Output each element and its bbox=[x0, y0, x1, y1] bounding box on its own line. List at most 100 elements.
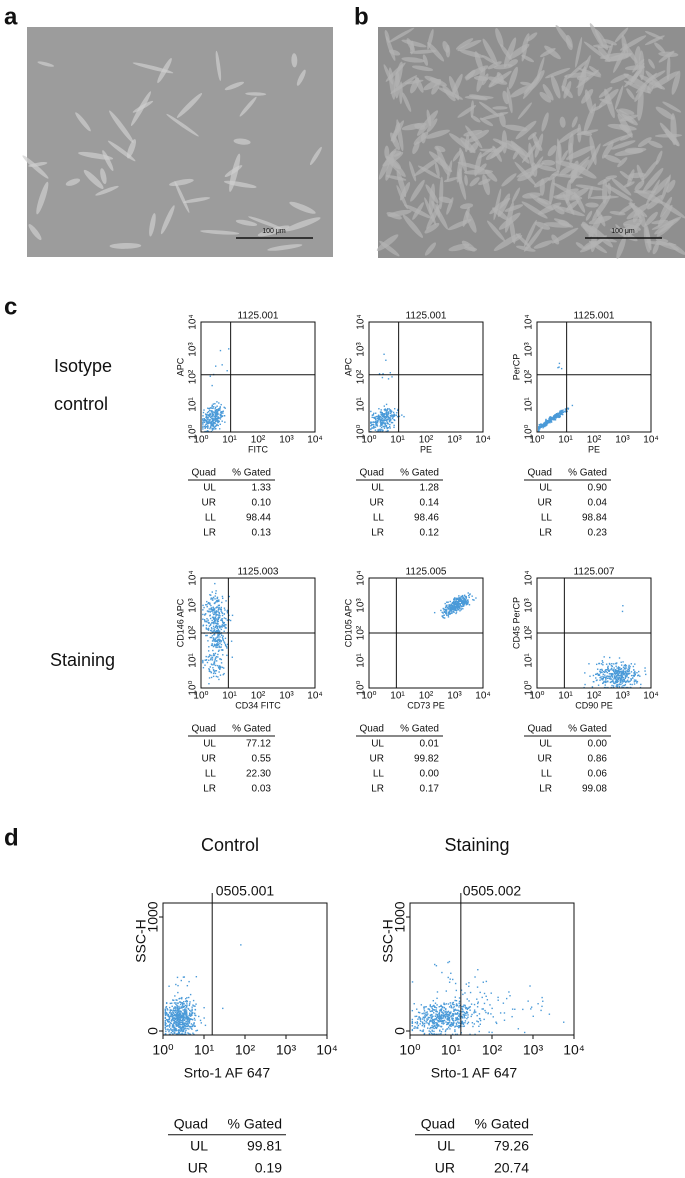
x-tick-label: 10⁴ bbox=[475, 435, 490, 446]
event-dot bbox=[449, 612, 450, 613]
event-dot bbox=[445, 1008, 446, 1009]
event-dot bbox=[417, 1018, 418, 1019]
event-dot bbox=[226, 655, 227, 656]
event-dot bbox=[491, 1008, 492, 1009]
event-dot bbox=[636, 682, 637, 683]
x-tick-label: 10⁴ bbox=[316, 1042, 338, 1058]
event-dot bbox=[474, 1009, 475, 1010]
event-dot bbox=[174, 995, 175, 996]
event-dot bbox=[464, 595, 465, 596]
event-dot bbox=[193, 1022, 194, 1023]
y-tick-label: 10¹ bbox=[356, 397, 367, 412]
event-dot bbox=[439, 1014, 440, 1015]
x-tick-label: 10³ bbox=[615, 691, 630, 702]
event-dot bbox=[220, 404, 221, 405]
event-dot bbox=[622, 682, 623, 683]
event-dot bbox=[217, 606, 218, 607]
event-dot bbox=[224, 613, 225, 614]
event-dot bbox=[449, 1019, 450, 1020]
event-dot bbox=[386, 419, 387, 420]
event-dot bbox=[169, 1026, 170, 1027]
event-dot bbox=[218, 408, 219, 409]
event-dot bbox=[482, 997, 483, 998]
event-dot bbox=[425, 1012, 426, 1013]
event-dot bbox=[640, 684, 641, 685]
table-cell: UL bbox=[437, 1138, 455, 1154]
event-dot bbox=[500, 1012, 501, 1013]
event-dot bbox=[203, 607, 204, 608]
event-dot bbox=[430, 1031, 431, 1032]
event-dot bbox=[190, 994, 191, 995]
table-header: % Gated bbox=[400, 724, 439, 735]
event-dot bbox=[185, 1021, 186, 1022]
event-dot bbox=[644, 670, 645, 671]
event-dot bbox=[462, 1009, 463, 1010]
x-axis-label: FITC bbox=[248, 444, 268, 454]
event-dot bbox=[616, 686, 617, 687]
event-dot bbox=[437, 1026, 438, 1027]
event-dot bbox=[174, 1022, 175, 1023]
event-dot bbox=[483, 982, 484, 983]
event-dot bbox=[422, 1018, 423, 1019]
event-dot bbox=[210, 376, 211, 377]
event-dot bbox=[453, 603, 454, 604]
y-tick-label: 10⁴ bbox=[356, 314, 367, 329]
event-dot bbox=[487, 999, 488, 1000]
event-dot bbox=[382, 414, 383, 415]
event-dot bbox=[171, 1006, 172, 1007]
y-tick-label: 10⁴ bbox=[188, 570, 199, 585]
event-dot bbox=[225, 638, 226, 639]
event-dot bbox=[620, 662, 621, 663]
event-dot bbox=[452, 1015, 453, 1016]
event-dot bbox=[422, 1025, 423, 1026]
event-dot bbox=[436, 1028, 437, 1029]
event-dot bbox=[622, 611, 623, 612]
event-dot bbox=[213, 676, 214, 677]
x-tick-label: 10⁴ bbox=[307, 435, 322, 446]
event-dot bbox=[423, 1016, 424, 1017]
event-dot bbox=[216, 614, 217, 615]
event-dot bbox=[213, 607, 214, 608]
table-cell: 98.84 bbox=[582, 513, 607, 524]
event-dot bbox=[533, 1016, 534, 1017]
event-dot bbox=[214, 422, 215, 423]
event-dot bbox=[210, 595, 211, 596]
event-dot bbox=[169, 1007, 170, 1008]
event-dot bbox=[433, 1022, 434, 1023]
event-dot bbox=[463, 1022, 464, 1023]
table-cell: 0.00 bbox=[420, 769, 440, 780]
event-dot bbox=[389, 420, 390, 421]
event-dot bbox=[202, 605, 203, 606]
event-dot bbox=[176, 1018, 177, 1019]
event-dot bbox=[459, 610, 460, 611]
event-dot bbox=[455, 601, 456, 602]
event-dot bbox=[561, 368, 562, 369]
event-dot bbox=[416, 1008, 417, 1009]
event-dot bbox=[191, 1009, 192, 1010]
event-dot bbox=[537, 1003, 538, 1004]
event-dot bbox=[207, 417, 208, 418]
event-dot bbox=[219, 642, 220, 643]
event-dot bbox=[445, 1014, 446, 1015]
row-label: control bbox=[54, 394, 108, 414]
event-dot bbox=[187, 1020, 188, 1021]
x-tick-label: 10² bbox=[235, 1042, 256, 1058]
y-tick-label: 10¹ bbox=[524, 397, 535, 412]
event-dot bbox=[475, 1011, 476, 1012]
event-dot bbox=[439, 1030, 440, 1031]
y-tick-label: 10¹ bbox=[188, 397, 199, 412]
x-tick-label: 10⁴ bbox=[643, 691, 658, 702]
event-dot bbox=[232, 615, 233, 616]
event-dot bbox=[563, 1022, 564, 1023]
event-dot bbox=[386, 426, 387, 427]
event-dot bbox=[434, 1009, 435, 1010]
event-dot bbox=[216, 401, 217, 402]
event-dot bbox=[458, 1006, 459, 1007]
table-cell: LL bbox=[373, 769, 385, 780]
event-dot bbox=[208, 602, 209, 603]
event-dot bbox=[187, 1026, 188, 1027]
event-dot bbox=[206, 627, 207, 628]
plot-heading: Control bbox=[201, 835, 259, 855]
event-dot bbox=[444, 612, 445, 613]
event-dot bbox=[607, 681, 608, 682]
